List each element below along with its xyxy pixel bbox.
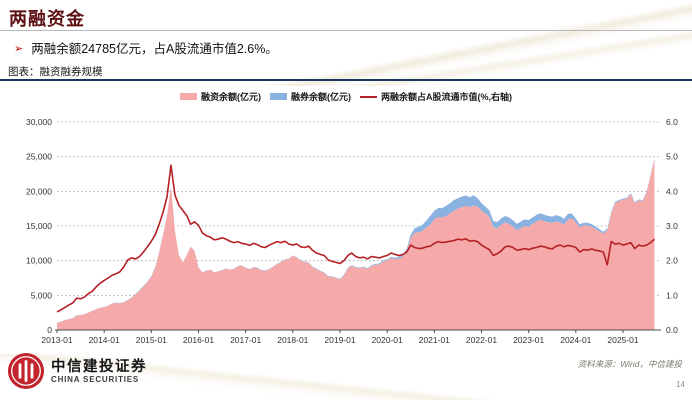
svg-text:2014-01: 2014-01 — [89, 335, 120, 345]
bullet-row: ➢ 两融余额24785亿元，占A股流通市值2.6%。 — [14, 41, 278, 57]
svg-text:1.0: 1.0 — [666, 290, 678, 300]
svg-text:5.0: 5.0 — [666, 152, 678, 162]
company-name: 中信建投证券 CHINA SECURITIES — [51, 359, 147, 384]
chart-legend: 融资余额(亿元) 融券余额(亿元) 两融余额占A股流通市值(%,右轴) — [0, 90, 692, 103]
caption-divider — [0, 79, 692, 81]
chart-area: 0 0.0 5,000 1.0 10,000 2.0 15,000 3.0 20,000 4.0 2… — [0, 108, 692, 348]
svg-text:30,000: 30,000 — [26, 117, 52, 127]
svg-text:10,000: 10,000 — [26, 256, 52, 266]
svg-text:2019-01: 2019-01 — [324, 335, 355, 345]
svg-text:2021-01: 2021-01 — [419, 335, 450, 345]
decorative-swirl-top — [232, 0, 692, 86]
company-logo: 中信建投证券 CHINA SECURITIES — [7, 352, 147, 390]
company-name-en: CHINA SECURITIES — [51, 374, 140, 384]
page-number: 14 — [676, 380, 685, 389]
svg-text:5,000: 5,000 — [31, 290, 53, 300]
svg-text:2016-01: 2016-01 — [183, 335, 214, 345]
bullet-arrow-icon: ➢ — [14, 43, 24, 55]
svg-text:2023-01: 2023-01 — [513, 335, 544, 345]
svg-text:2015-01: 2015-01 — [136, 335, 167, 345]
legend-label-ratio: 两融余额占A股流通市值(%,右轴) — [381, 92, 512, 102]
figure-caption: 图表：融资融券规模 — [8, 67, 103, 78]
legend-item-ratio-line: 两融余额占A股流通市值(%,右轴) — [360, 90, 512, 103]
legend-label-securities-lending: 融券余额(亿元) — [291, 92, 351, 102]
pink-area-swatch — [180, 93, 197, 100]
blue-area-swatch — [270, 93, 287, 100]
legend-item-securities-lending: 融券余额(亿元) — [270, 90, 351, 103]
svg-text:4.0: 4.0 — [666, 186, 678, 196]
svg-text:2020-01: 2020-01 — [372, 335, 403, 345]
bullet-text: 两融余额24785亿元，占A股流通市值2.6%。 — [31, 42, 278, 56]
svg-text:2022-01: 2022-01 — [466, 335, 497, 345]
svg-text:2013-01: 2013-01 — [41, 335, 72, 345]
svg-text:3.0: 3.0 — [666, 221, 678, 231]
legend-label-financing: 融资余额(亿元) — [201, 92, 261, 102]
svg-text:15,000: 15,000 — [26, 221, 52, 231]
company-name-cn: 中信建投证券 — [51, 358, 147, 375]
svg-text:0.0: 0.0 — [666, 325, 678, 335]
svg-text:2.0: 2.0 — [666, 256, 678, 266]
svg-text:2025-01: 2025-01 — [607, 335, 638, 345]
page-title: 两融资金 — [9, 9, 85, 29]
svg-text:20,000: 20,000 — [26, 186, 52, 196]
svg-text:2024-01: 2024-01 — [560, 335, 591, 345]
svg-text:2017-01: 2017-01 — [230, 335, 261, 345]
csc-emblem-icon — [7, 352, 45, 390]
svg-text:6.0: 6.0 — [666, 117, 678, 127]
svg-text:0: 0 — [47, 325, 52, 335]
legend-item-financing: 融资余额(亿元) — [180, 90, 261, 103]
svg-text:25,000: 25,000 — [26, 152, 52, 162]
svg-text:2018-01: 2018-01 — [277, 335, 308, 345]
source-note: 资料来源：Wind，中信建投 — [577, 359, 682, 369]
red-line-swatch — [360, 95, 377, 98]
margin-balance-chart: 0 0.0 5,000 1.0 10,000 2.0 15,000 3.0 20,000 4.0 2… — [26, 117, 678, 345]
title-divider — [0, 30, 692, 31]
